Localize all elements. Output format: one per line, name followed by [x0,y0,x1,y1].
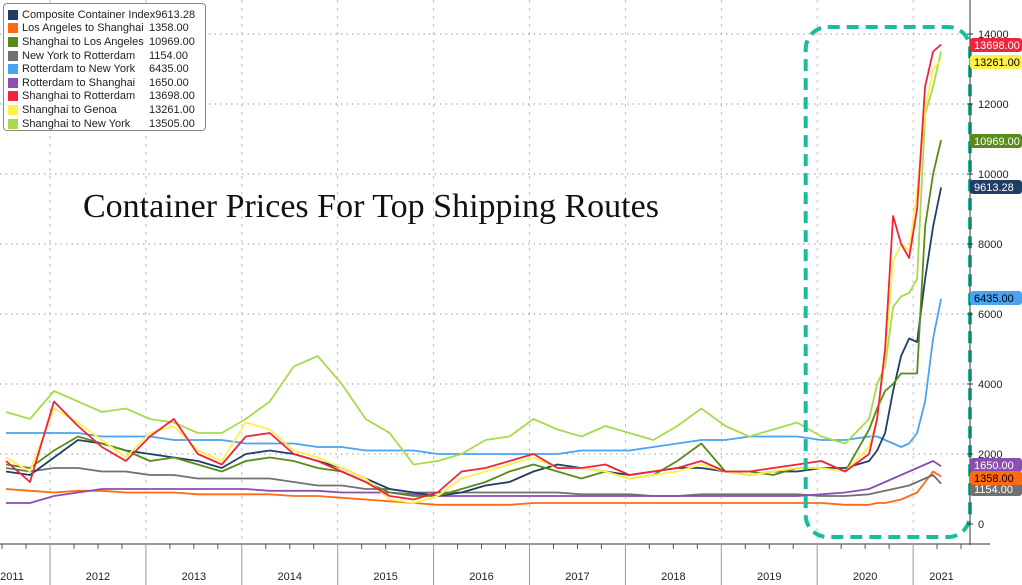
legend-swatch [8,23,18,34]
legend-swatch [8,36,18,47]
end-value-label: 13261.00 [970,55,1022,69]
x-tick-label: 2011 [0,571,24,583]
x-tick-label: 2015 [373,571,397,583]
legend-label: New York to Rotterdam [22,49,136,62]
legend-swatch [8,9,18,20]
svg-text:1358.00: 1358.00 [974,473,1014,485]
y-tick-label: 6000 [978,309,1002,321]
chart-title: Container Prices For Top Shipping Routes [83,188,659,225]
legend-item: Shanghai to New York 13505.00 [8,117,201,131]
legend-item: Rotterdam to New York 6435.00 [8,62,201,76]
y-tick-label: 4000 [978,379,1002,391]
legend-label: Los Angeles to Shanghai [22,22,144,35]
x-tick-label: 2017 [565,571,589,583]
series-line [5,51,942,466]
y-tick-label: 8000 [978,239,1002,251]
x-tick-label: 2016 [469,571,493,583]
highlight-box [803,25,973,539]
end-value-label: 1358.00 [970,471,1022,485]
svg-text:13261.00: 13261.00 [974,57,1020,69]
legend-swatch [8,118,18,129]
legend-value: 1650.00 [149,76,189,89]
series-line [5,139,942,497]
legend-item: Los Angeles to Shanghai 1358.00 [8,22,201,36]
highlight-rect [803,25,973,539]
end-value-label: 6435.00 [970,291,1022,305]
end-value-label: 1650.00 [970,458,1022,472]
svg-text:9613.28: 9613.28 [974,182,1014,194]
legend-value: 6435.00 [149,63,189,76]
end-value-label: 1154.00 [970,482,1022,496]
svg-text:13698.00: 13698.00 [974,40,1020,52]
legend-label: Composite Container Index [22,8,156,21]
legend: Composite Container Index 9613.28 Los Ange… [3,3,206,131]
y-tick-label: 10000 [978,169,1009,181]
series-line [5,470,942,506]
series-line [5,467,942,497]
legend-label: Shanghai to Genoa [22,103,117,116]
legend-value: 13698.00 [149,90,195,103]
legend-item: Rotterdam to Shanghai 1650.00 [8,76,201,90]
legend-swatch [8,104,18,115]
y-tick-label: 12000 [978,99,1009,111]
series-line [6,460,942,504]
series-line [5,187,942,497]
x-tick-label: 2019 [757,571,781,583]
legend-value: 13261.00 [149,103,195,116]
x-tick-label: 2018 [661,571,685,583]
svg-text:1154.00: 1154.00 [974,484,1013,496]
legend-swatch [8,77,18,88]
series-lines [5,43,942,506]
legend-label: Rotterdam to Shanghai [22,76,136,89]
end-value-label: 10969.00 [970,134,1022,148]
x-tick-label: 2013 [182,571,206,583]
legend-swatch [8,64,18,75]
legend-item: Composite Container Index 9613.28 [8,8,201,22]
legend-item: New York to Rotterdam 1154.00 [8,49,201,63]
legend-item: Shanghai to Genoa 13261.00 [8,103,201,117]
legend-item: Shanghai to Rotterdam 13698.00 [8,90,201,104]
legend-value: 9613.28 [155,8,196,21]
svg-text:6435.00: 6435.00 [974,293,1014,305]
end-value-label: 9613.28 [970,180,1022,194]
legend-label: Shanghai to Rotterdam [22,90,136,103]
legend-swatch [8,91,18,102]
legend-value: 10969.00 [149,35,195,48]
legend-label: Shanghai to New York [22,117,131,130]
legend-label: Shanghai to Los Angeles [22,35,144,48]
y-tick-label: 0 [978,519,984,531]
svg-text:10969.00: 10969.00 [974,136,1020,148]
series-line [6,298,942,455]
legend-value: 1154.00 [149,49,188,62]
legend-value: 13505.00 [149,117,195,130]
legend-label: Rotterdam to New York [22,63,136,76]
series-line [5,43,942,501]
x-axis: 2011 2012 2013 2014 2015 2016 2017 2018 2019 2020… [0,543,990,585]
svg-text:1650.00: 1650.00 [974,460,1014,472]
x-tick-label: 2021 [929,571,953,583]
legend-value: 1358.00 [149,22,189,35]
legend-swatch [8,50,18,61]
x-tick-label: 2014 [278,571,302,583]
x-tick-label: 2012 [86,571,110,583]
legend-item: Shanghai to Los Angeles 10969.00 [8,35,201,49]
end-value-label: 13698.00 [970,38,1022,52]
x-tick-label: 2020 [853,571,877,583]
